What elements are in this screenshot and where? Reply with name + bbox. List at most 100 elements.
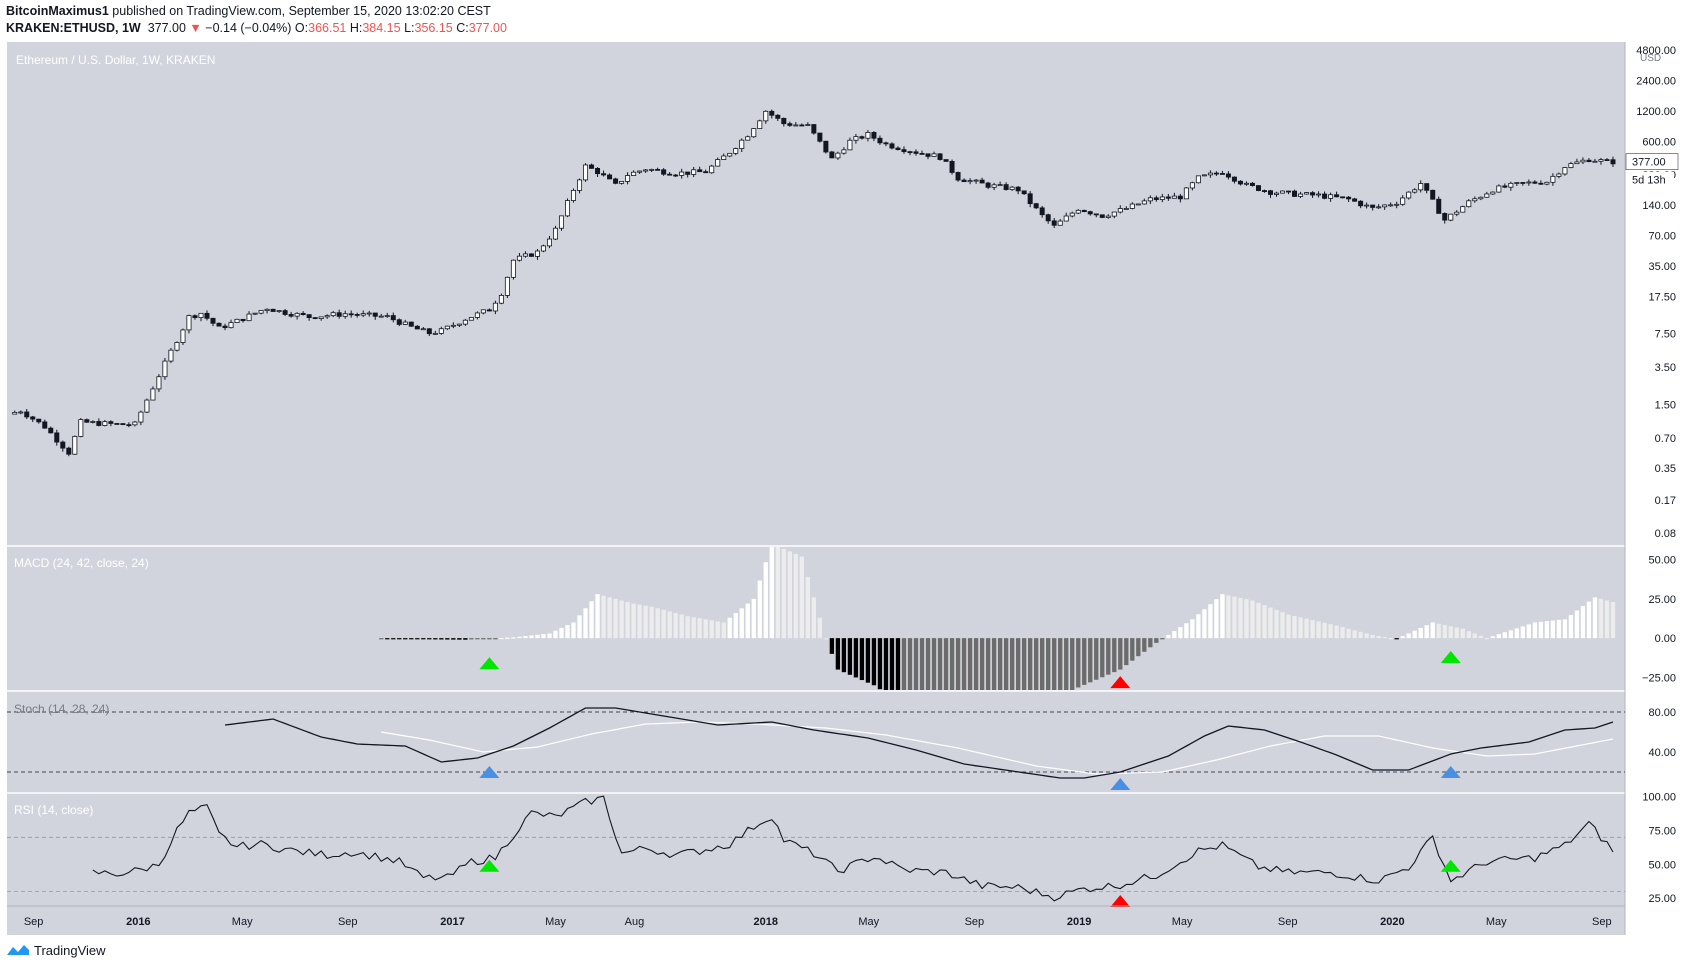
candle-body <box>480 309 486 314</box>
candle-body <box>649 168 655 171</box>
candle <box>330 310 336 318</box>
candle-body <box>246 313 252 322</box>
price-pane[interactable] <box>12 109 1616 457</box>
stoch-pane[interactable] <box>7 707 1625 790</box>
candle <box>1406 191 1412 200</box>
chart-svg[interactable]: 4800.002400.001200.00600.00280.00140.007… <box>0 0 1694 940</box>
candle <box>1358 200 1364 209</box>
candle-body <box>1255 185 1261 191</box>
price-axis[interactable]: 4800.002400.001200.00600.00280.00140.007… <box>1625 45 1679 905</box>
candle <box>841 147 847 155</box>
candle-body <box>558 215 565 229</box>
macd-bar <box>1226 595 1231 639</box>
price-tick-label: 0.70 <box>1655 433 1676 445</box>
candle <box>811 124 817 135</box>
candle <box>336 309 342 319</box>
macd-tick-label: 0.00 <box>1655 633 1676 645</box>
candle-body <box>1057 220 1063 226</box>
candle-body <box>1099 214 1105 218</box>
candle-body <box>1412 189 1418 193</box>
candle <box>372 312 378 320</box>
candle <box>673 173 679 177</box>
green-triangle-marker <box>479 859 500 872</box>
time-tick-label: May <box>1486 916 1507 928</box>
candle-body <box>78 419 84 437</box>
stoch-tick-label: 40.00 <box>1648 747 1676 759</box>
candle-body <box>360 313 366 316</box>
candle <box>132 420 138 427</box>
candle-body <box>414 325 420 330</box>
candle-body <box>504 276 510 296</box>
candle <box>1165 193 1171 201</box>
candle-body <box>607 174 613 180</box>
candle-body <box>1045 214 1051 222</box>
candle-body <box>1340 196 1346 199</box>
candle <box>655 167 661 171</box>
candle <box>1604 158 1610 161</box>
macd-bar <box>643 605 648 639</box>
candle <box>78 418 84 438</box>
brand-name[interactable]: TradingView <box>34 942 106 958</box>
time-axis[interactable]: Sep 2016 May Sep 2017 May Aug 2018 May Sep 2019 May… <box>7 905 1625 928</box>
candle <box>1021 190 1027 195</box>
candle-body <box>655 168 661 171</box>
candle <box>739 138 745 153</box>
macd-bar <box>1298 617 1303 639</box>
candle <box>1580 157 1586 165</box>
candle <box>1129 202 1135 210</box>
candle-body <box>1159 196 1165 200</box>
candle <box>1550 173 1556 186</box>
candle <box>1346 196 1352 203</box>
candle <box>619 181 625 185</box>
price-tick-label: 70.00 <box>1648 231 1676 243</box>
candle <box>1087 210 1093 216</box>
candle-body <box>1225 173 1231 178</box>
candle <box>120 423 126 426</box>
candle <box>60 440 66 452</box>
macd-bar <box>1112 638 1117 673</box>
candle <box>1298 191 1304 199</box>
macd-pane[interactable] <box>379 547 1616 690</box>
candle-body <box>1117 208 1123 213</box>
macd-bar <box>493 638 498 640</box>
candle <box>1610 156 1616 168</box>
macd-bar <box>1148 638 1153 648</box>
price-tick-label: 7.50 <box>1655 329 1676 341</box>
candle <box>1586 158 1592 163</box>
time-tick-label: May <box>545 916 566 928</box>
macd-bar <box>1124 638 1129 666</box>
candle <box>613 177 619 185</box>
candle <box>1159 193 1165 203</box>
candle <box>1213 171 1219 176</box>
macd-bar <box>1544 621 1550 639</box>
price-tick-label: 4800.00 <box>1636 45 1676 57</box>
macd-bar <box>1256 602 1261 639</box>
macd-bar <box>1508 630 1514 639</box>
candle <box>1544 181 1550 186</box>
rsi-pane[interactable] <box>7 795 1625 907</box>
candle-body <box>534 250 540 257</box>
macd-bar <box>1322 622 1327 639</box>
candle <box>643 169 649 173</box>
candle-body <box>625 175 631 182</box>
macd-bar <box>625 602 630 639</box>
macd-bar <box>883 638 889 690</box>
macd-bar <box>1484 638 1489 640</box>
candle-body <box>102 421 108 426</box>
macd-bar <box>1316 621 1321 639</box>
macd-bar <box>1376 635 1381 639</box>
candle <box>222 323 228 331</box>
candle <box>1207 170 1213 178</box>
high-label: H: <box>349 21 363 35</box>
candle-body <box>144 399 150 413</box>
candle-body <box>240 318 246 322</box>
price-tick-label: 140.00 <box>1642 200 1676 212</box>
symbol-label[interactable]: KRAKEN:ETHUSD, 1W <box>6 21 141 35</box>
candle <box>823 140 829 154</box>
macd-bar <box>469 638 474 640</box>
candle <box>1045 213 1051 224</box>
candle <box>96 418 102 427</box>
author-name[interactable]: BitcoinMaximus1 <box>6 4 109 18</box>
macd-bar <box>1184 623 1189 639</box>
candle-body <box>342 313 348 317</box>
